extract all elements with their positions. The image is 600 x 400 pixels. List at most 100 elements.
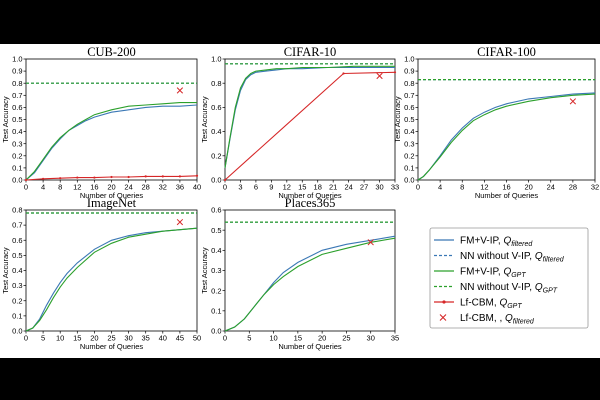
y-tick-label: 0.0 (12, 176, 22, 185)
y-tick-label: 0.8 (211, 79, 221, 88)
x-tick-label: 32 (591, 183, 599, 192)
y-tick-label: 0.4 (211, 127, 221, 136)
lf-cbm-filtered-marker (376, 72, 383, 80)
x-tick-label: 4 (438, 183, 442, 192)
series-point (393, 71, 397, 74)
plot-frame (224, 58, 396, 181)
y-tick-label: 0.4 (211, 246, 221, 255)
y-tick-label: 0.7 (404, 91, 414, 100)
x-tick-label: 9 (269, 183, 273, 192)
x-axis-label: Number of Queries (80, 191, 144, 200)
series-point (144, 175, 147, 178)
chart-panel: CIFAR-10 0 3 6 9 12 15 18 21 24 27 30 33 0.0 0.2 0.4 0.6… (200, 45, 399, 200)
y-tick-label: 0.2 (404, 151, 414, 160)
x-tick-label: 8 (58, 183, 62, 192)
series-point (342, 72, 345, 75)
x-tick-label: 27 (360, 183, 368, 192)
y-axis-label: Test Accuracy (200, 247, 209, 294)
y-axis-label: Test Accuracy (1, 96, 10, 143)
x-tick-label: 20 (524, 183, 532, 192)
y-tick-label: 0.3 (12, 281, 22, 290)
x-tick-label: 32 (159, 183, 167, 192)
lf-cbm-filtered-marker (569, 98, 577, 105)
series-line (224, 66, 395, 168)
series-point (178, 175, 181, 178)
x-tick-label: 30 (367, 334, 375, 343)
x-tick-label: 0 (223, 334, 227, 343)
x-tick-label: 12 (73, 183, 81, 192)
legend-label: Lf-CBM, , Qfiltered (460, 313, 535, 326)
y-tick-label: 0.5 (12, 251, 22, 260)
x-axis-label: Number of Queries (278, 191, 342, 200)
y-tick-label: 0.9 (404, 67, 414, 76)
x-tick-label: 12 (283, 183, 291, 192)
series-point (24, 178, 28, 182)
legend-point (442, 300, 446, 304)
x-tick-label: 21 (329, 183, 337, 192)
y-tick-label: 0.5 (211, 226, 221, 235)
x-tick-label: 6 (254, 183, 258, 192)
legend: FM+V-IP, Qfiltered NN without V-IP, Qfilt… (429, 227, 589, 329)
x-tick-label: 0 (24, 334, 28, 343)
x-tick-label: 16 (90, 183, 98, 192)
y-tick-label: 0.2 (12, 151, 22, 160)
series-line (25, 104, 198, 181)
y-tick-label: 0.5 (12, 115, 22, 124)
y-tick-label: 1.0 (12, 55, 22, 64)
x-tick-label: 18 (314, 183, 322, 192)
x-axis-label: Number of Queries (475, 191, 539, 200)
x-tick-label: 20 (107, 183, 115, 192)
x-tick-label: 4 (41, 183, 45, 192)
legend-item: Lf-CBM, QGPT (434, 298, 522, 310)
y-tick-label: 0.2 (211, 151, 221, 160)
x-tick-label: 20 (318, 334, 326, 343)
y-tick-label: 0.5 (404, 115, 414, 124)
chart-panel: ImageNet 0 5 10 15 20 25 30 35 40 45 50 0.0 0.1 0.2 0.3… (1, 196, 201, 351)
x-tick-label: 50 (193, 334, 201, 343)
lf-cbm-filtered-marker (176, 218, 184, 226)
y-tick-label: 0.8 (12, 79, 22, 88)
y-axis-label: Test Accuracy (393, 96, 402, 143)
legend-item: NN without V-IP, Qfiltered (434, 251, 565, 264)
x-tick-label: 35 (391, 334, 399, 343)
lf-cbm-filtered-marker (176, 87, 184, 94)
x-tick-label: 40 (193, 183, 201, 192)
x-tick-label: 10 (269, 334, 277, 343)
y-tick-label: 0.4 (404, 127, 414, 136)
series-point (161, 175, 164, 178)
lf-cbm-filtered-marker (367, 239, 374, 246)
x-axis-label: Number of Queries (80, 342, 144, 351)
y-tick-label: 0.1 (12, 311, 22, 320)
series-point (195, 174, 199, 177)
x-tick-label: 28 (569, 183, 577, 192)
y-tick-label: 0.6 (12, 103, 22, 112)
x-tick-label: 15 (298, 183, 306, 192)
x-tick-label: 3 (238, 183, 242, 192)
x-tick-label: 20 (90, 334, 98, 343)
y-tick-label: 0.8 (404, 79, 414, 88)
x-tick-label: 8 (460, 183, 464, 192)
chart-title: CUB-200 (87, 45, 136, 59)
x-tick-label: 15 (73, 334, 81, 343)
x-tick-label: 25 (107, 334, 115, 343)
chart-panel: CUB-200 0 4 8 12 16 20 24 28 32 36 40 0.0 0.1 0.2 0.3 0.… (1, 45, 201, 200)
legend-x-marker (439, 314, 447, 321)
y-tick-label: 0.3 (12, 139, 22, 148)
chart-title: CIFAR-10 (284, 45, 337, 59)
chart-panel: CIFAR-100 0 4 8 12 16 20 24 28 32 0.0 0.1 0.2 0.3 0.4 0… (393, 45, 599, 200)
x-tick-label: 45 (176, 334, 184, 343)
chart-panel: Places365 0 5 10 15 20 25 30 35 0.0 0.1 0.2 0.3 0.4 0.… (200, 196, 399, 351)
x-tick-label: 15 (294, 334, 302, 343)
y-tick-label: 0.3 (404, 139, 414, 148)
series-point (76, 176, 79, 179)
x-tick-label: 30 (124, 334, 132, 343)
y-axis-label: Test Accuracy (1, 247, 10, 294)
x-axis-label: Number of Queries (278, 342, 342, 351)
legend-item: FM+V-IP, Qfiltered (434, 236, 533, 248)
x-tick-label: 33 (391, 183, 399, 192)
chart-title: Places365 (285, 196, 336, 210)
series-point (223, 178, 227, 182)
series-point (59, 177, 62, 180)
y-tick-label: 0.4 (12, 127, 22, 136)
